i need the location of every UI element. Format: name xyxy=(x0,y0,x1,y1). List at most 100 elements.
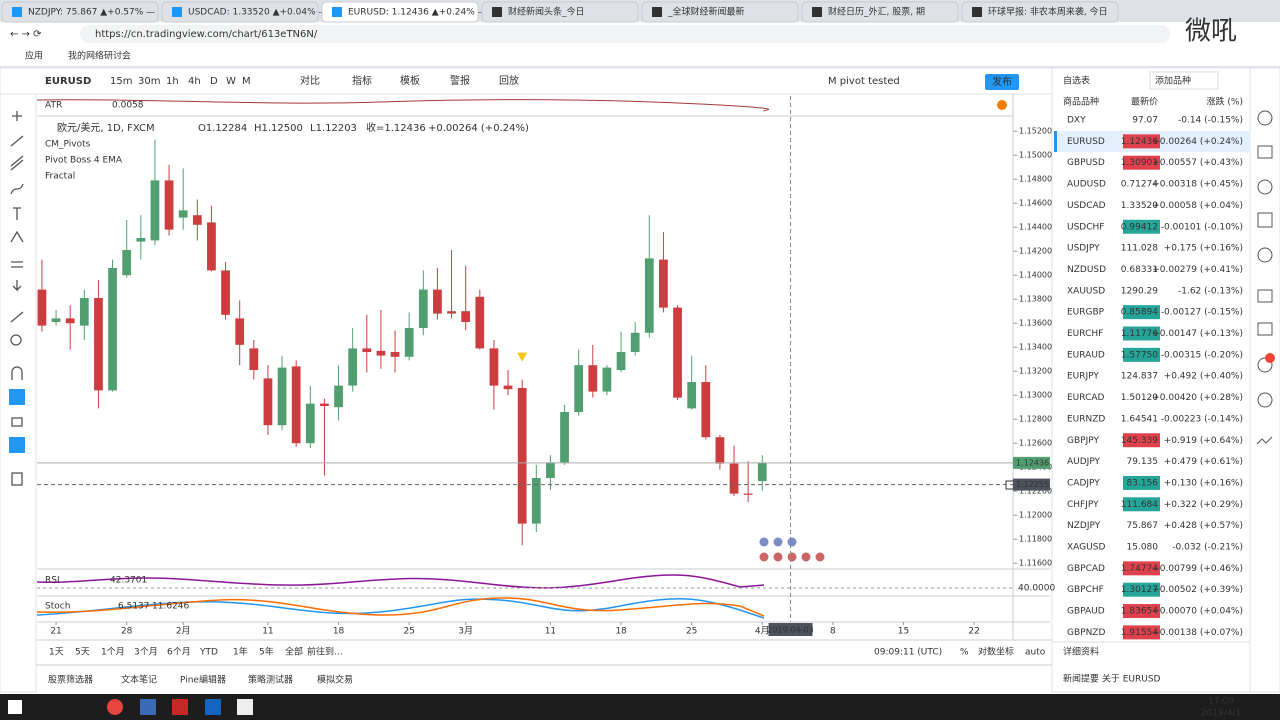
candle-body xyxy=(291,366,301,444)
tool-icons[interactable] xyxy=(9,111,25,486)
stoch-k: 6.5137 xyxy=(118,602,150,612)
taskbar-icons[interactable] xyxy=(8,699,253,715)
bookmark[interactable]: 应用 xyxy=(25,50,43,62)
publish[interactable]: 发布 xyxy=(992,75,1012,88)
row-price: 1.91554 xyxy=(1121,628,1158,638)
row-symbol[interactable]: XAUUSD xyxy=(1067,286,1105,296)
range-button[interactable]: YTD xyxy=(199,648,218,658)
layout-name[interactable]: M pivot tested xyxy=(828,76,900,87)
row-symbol[interactable]: GBPCHF xyxy=(1067,585,1104,595)
row-symbol[interactable]: NZDUSD xyxy=(1067,265,1106,275)
tab[interactable] xyxy=(801,1,959,23)
toolbar-button[interactable]: 对比 xyxy=(300,74,320,87)
toolbar-button[interactable]: 模板 xyxy=(400,74,420,87)
row-symbol[interactable]: USDCAD xyxy=(1067,201,1106,211)
interval[interactable]: 30m xyxy=(138,76,160,87)
y-tick-label: 1.13600 xyxy=(1019,319,1052,328)
tab[interactable] xyxy=(481,1,639,23)
news-feed[interactable]: 新闻提要 关于 EURUSD xyxy=(1063,673,1161,685)
bottom-tab[interactable]: Pine编辑器 xyxy=(180,674,226,686)
interval[interactable]: 4h xyxy=(188,76,201,87)
row-symbol[interactable]: GBPUSD xyxy=(1067,158,1105,168)
range-button[interactable]: 6个月 xyxy=(167,647,191,658)
row-symbol[interactable]: GBPJPY xyxy=(1067,436,1099,446)
row-symbol[interactable]: AUDJPY xyxy=(1067,457,1101,467)
tab-title[interactable]: 财经日历_外汇, 股票, 期 xyxy=(828,6,925,18)
candle-body xyxy=(588,365,598,392)
tab[interactable] xyxy=(961,1,1119,23)
add-symbol[interactable]: 添加品种 xyxy=(1155,75,1191,87)
row-symbol[interactable]: EURJPY xyxy=(1067,372,1099,382)
bottom-tab[interactable]: 文本笔记 xyxy=(121,674,157,686)
interval[interactable]: M xyxy=(242,76,251,87)
row-symbol[interactable]: CHFJPY xyxy=(1067,500,1099,510)
bottom-tab[interactable]: 股票筛选器 xyxy=(48,674,93,686)
row-symbol[interactable]: EURCAD xyxy=(1067,393,1105,403)
address-box[interactable] xyxy=(80,25,1170,43)
tab-title[interactable]: USDCAD: 1.33520 ▲+0.04% — xyxy=(188,8,328,18)
tab[interactable] xyxy=(641,1,799,23)
toolbar-button[interactable]: 回放 xyxy=(499,74,519,87)
tab[interactable] xyxy=(1,1,159,23)
bottom-tab[interactable]: 模拟交易 xyxy=(317,674,353,686)
toolbar-button[interactable]: 指标 xyxy=(352,74,372,87)
interval[interactable]: 1h xyxy=(166,76,179,87)
auto-scale[interactable]: auto xyxy=(1025,648,1046,658)
percent[interactable]: % xyxy=(960,648,969,658)
row-symbol[interactable]: EURCHF xyxy=(1067,329,1103,339)
tab-title[interactable]: EURUSD: 1.12436 ▲+0.24% — xyxy=(348,8,487,18)
row-symbol[interactable]: AUDUSD xyxy=(1067,180,1106,190)
panel-icons[interactable] xyxy=(1256,110,1273,445)
tab[interactable] xyxy=(321,1,479,23)
overlay-name[interactable]: Pivot Boss 4 EMA xyxy=(45,156,123,166)
y-tick-label: 1.14000 xyxy=(1019,271,1052,280)
nav-buttons[interactable]: ← → ⟳ xyxy=(10,29,42,40)
row-symbol[interactable]: XAGUSD xyxy=(1067,543,1105,553)
range-button[interactable]: 1年 xyxy=(233,646,248,658)
toolbar-button[interactable]: 警报 xyxy=(450,74,470,87)
range-button[interactable]: 3个月 xyxy=(134,647,158,658)
candle-body xyxy=(221,270,230,315)
range-button[interactable]: 全部 xyxy=(285,646,303,658)
interval[interactable]: D xyxy=(210,76,218,87)
range-button[interactable]: 1个月 xyxy=(101,647,125,658)
add-symbol-box[interactable] xyxy=(1149,71,1219,90)
interval[interactable]: W xyxy=(226,76,236,87)
symbol[interactable]: EURUSD xyxy=(45,76,91,87)
tab-title[interactable]: NZDJPY: 75.867 ▲+0.57% — xyxy=(28,8,155,18)
row-symbol[interactable]: DXY xyxy=(1067,116,1086,126)
bookmark[interactable]: 我的网络研讨会 xyxy=(68,50,131,62)
tab-title[interactable]: _全球财经新闻最新 xyxy=(667,6,745,18)
range-button[interactable]: 5天 xyxy=(75,648,90,658)
row-symbol[interactable]: CADJPY xyxy=(1067,478,1100,488)
tab-icon xyxy=(492,7,502,17)
watchlist-title[interactable]: 自选表 xyxy=(1063,75,1090,87)
tab-title[interactable]: 环球早报: 非农本周来袭, 今日 xyxy=(988,6,1108,18)
overlay-name[interactable]: Fractal xyxy=(45,172,75,182)
details[interactable]: 详细资料 xyxy=(1063,646,1099,658)
row-symbol[interactable]: USDJPY xyxy=(1067,244,1100,254)
row-symbol[interactable]: EURAUD xyxy=(1067,350,1105,360)
bottom-tab[interactable]: 策略测试器 xyxy=(248,674,293,686)
row-symbol[interactable]: GBPCAD xyxy=(1067,564,1105,574)
interval[interactable]: 15m xyxy=(110,76,132,87)
row-symbol[interactable]: EURNZD xyxy=(1067,414,1105,424)
row-symbol[interactable]: NZDJPY xyxy=(1067,521,1101,531)
row-symbol[interactable]: EURGBP xyxy=(1067,308,1105,318)
range-button[interactable]: 5年 xyxy=(259,646,274,658)
address-url[interactable]: https://cn.tradingview.com/chart/613eTN6… xyxy=(95,29,318,40)
tab-title[interactable]: 财经新闻头条_今日 xyxy=(508,6,585,18)
row-symbol[interactable]: EURUSD xyxy=(1067,137,1105,147)
row-symbol[interactable]: GBPNZD xyxy=(1067,628,1105,638)
tab[interactable] xyxy=(161,1,319,23)
atr-name: ATR xyxy=(45,101,62,111)
log-scale[interactable]: 对数坐标 xyxy=(978,646,1014,658)
publish-button[interactable] xyxy=(985,74,1019,90)
overlay-name[interactable]: CM_Pivots xyxy=(45,140,91,150)
row-change: +0.00318 (+0.45%) xyxy=(1152,180,1243,190)
range-button[interactable]: 1天 xyxy=(49,648,64,658)
goto[interactable]: 前往到... xyxy=(307,646,343,658)
row-symbol[interactable]: USDCHF xyxy=(1067,222,1104,232)
row-symbol[interactable]: GBPAUD xyxy=(1067,607,1105,617)
price-badge xyxy=(1123,326,1160,341)
